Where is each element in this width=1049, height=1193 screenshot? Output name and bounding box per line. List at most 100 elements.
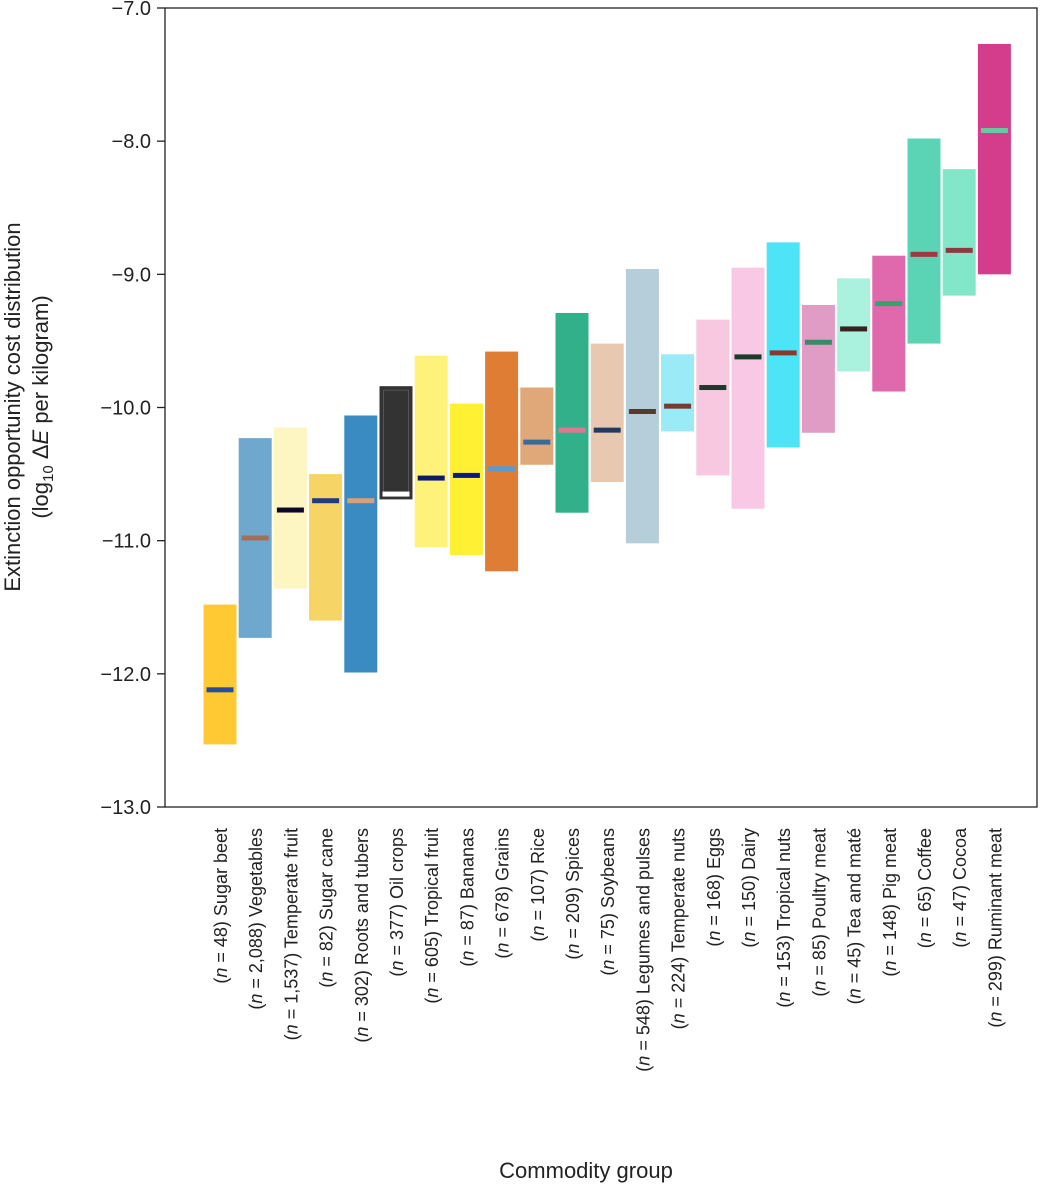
bar-group-oil-crops [379, 386, 413, 500]
bar-group-roots-and-tubers [344, 415, 378, 673]
bar-group-temperate-nuts [661, 354, 695, 432]
range-bar [625, 269, 659, 544]
x-tick-label: (n = 48) Sugar beet [211, 828, 231, 984]
median-marker [875, 301, 903, 307]
median-marker [945, 247, 973, 253]
range-bar [485, 351, 519, 572]
range-bar [872, 255, 906, 392]
median-marker [593, 427, 621, 433]
range-bar [696, 319, 730, 476]
median-marker [452, 472, 480, 478]
x-tick-label: (n = 107) Rice [528, 828, 548, 942]
range-bar [907, 138, 941, 344]
bar-group-vegetables [238, 438, 272, 638]
median-marker [840, 326, 868, 332]
x-tick-label: (n = 548) Legumes and pulses [633, 828, 653, 1072]
y-tick-label: −10.0 [100, 398, 151, 420]
x-tick-label: (n = 85) Poultry meat [809, 828, 829, 997]
x-axis-label: Commodity group [499, 1158, 673, 1183]
x-tick-label: (n = 65) Coffee [915, 828, 935, 948]
bar-group-dairy [731, 267, 765, 509]
y-tick-label: −8.0 [112, 131, 151, 153]
range-bar [766, 242, 800, 448]
x-tick-label: (n = 82) Sugar cane [317, 828, 337, 988]
bar-group-cocoa [942, 169, 976, 296]
median-marker [804, 339, 832, 345]
median-marker [276, 507, 304, 513]
median-marker [523, 439, 551, 445]
bar-group-grains [485, 351, 519, 572]
median-marker [488, 466, 516, 472]
x-tick-label: (n = 168) Eggs [704, 828, 724, 947]
y-axis-label-line1: Extinction opportunity cost distribution [0, 222, 25, 591]
range-bar [555, 312, 589, 513]
bar-group-tropical-fruit [414, 355, 448, 548]
x-tick-label: (n = 150) Dairy [739, 828, 759, 948]
range-bar [520, 387, 554, 465]
bar-group-bananas [449, 403, 483, 556]
range-bar [977, 43, 1011, 275]
y-tick-label: −11.0 [102, 531, 151, 553]
range-bar [731, 267, 765, 509]
plot-area [164, 7, 1038, 808]
bar-group-eggs [696, 319, 730, 476]
x-tick-label: (n = 377) Oil crops [387, 828, 407, 977]
bar-group-pig-meat [872, 255, 906, 392]
range-bar [801, 304, 835, 433]
x-tick-label: (n = 209) Spices [563, 828, 583, 960]
range-bar [449, 403, 483, 556]
x-tick-label: (n = 224) Temperate nuts [669, 828, 689, 1029]
x-tick-label: (n = 605) Tropical fruit [422, 828, 442, 1004]
range-bar [661, 354, 695, 432]
range-bar [414, 355, 448, 548]
bar-group-sugar-cane [309, 474, 343, 621]
median-marker [699, 385, 727, 391]
median-marker [558, 427, 586, 433]
median-marker [417, 475, 445, 481]
x-tick-label: (n = 302) Roots and tubers [352, 828, 372, 1043]
x-tick-label: (n = 299) Ruminant meat [985, 828, 1005, 1028]
median-marker [382, 491, 410, 497]
range-bar [309, 474, 343, 621]
y-axis-label-line2: (log10 ΔE per kilogram) [28, 295, 57, 518]
range-bar [379, 386, 413, 500]
bar-group-ruminant-meat [977, 43, 1011, 275]
x-tick-label: (n = 75) Soybeans [598, 828, 618, 976]
y-tick-label: −9.0 [112, 264, 151, 286]
x-tick-label: (n = 153) Tropical nuts [774, 828, 794, 1008]
bar-group-tea-and-mat- [837, 278, 871, 372]
bar-group-poultry-meat [801, 304, 835, 433]
y-tick-label: −12.0 [100, 664, 151, 686]
x-tick-label: (n = 2,088) Vegetables [246, 828, 266, 1010]
median-marker [910, 251, 938, 257]
x-tick-label: (n = 148) Pig meat [880, 828, 900, 977]
bar-group-soybeans [590, 343, 624, 483]
median-marker [206, 687, 234, 693]
x-tick-label: (n = 47) Cocoa [950, 827, 970, 948]
range-bar [942, 169, 976, 296]
bar-group-legumes-and-pulses [625, 269, 659, 544]
median-marker [734, 354, 762, 360]
bar-group-spices [555, 312, 589, 513]
range-bar [203, 604, 237, 745]
x-tick-label: (n = 87) Bananas [457, 828, 477, 967]
x-tick-label: (n = 1,537) Temperate fruit [281, 828, 301, 1040]
median-marker [628, 408, 656, 414]
median-marker [980, 128, 1008, 134]
median-marker [347, 498, 375, 504]
median-marker [664, 403, 692, 409]
range-bar [837, 278, 871, 372]
bar-group-coffee [907, 138, 941, 344]
median-marker [312, 498, 340, 504]
y-axis: −13.0 −12.0 −11.0 −10.0 −9.0 −8.0 −7.0 [100, 0, 165, 819]
median-marker [769, 350, 797, 356]
y-tick-label: −7.0 [112, 0, 151, 20]
bar-group-tropical-nuts [766, 242, 800, 448]
bar-group-rice [520, 387, 554, 465]
bar-group-sugar-beet [203, 604, 237, 745]
x-axis: (n = 48) Sugar beet (n = 2,088) Vegetable… [211, 827, 1005, 1072]
x-tick-label: (n = 45) Tea and maté [845, 828, 865, 1004]
bar-group-temperate-fruit [273, 427, 307, 589]
y-tick-label: −13.0 [100, 797, 151, 819]
